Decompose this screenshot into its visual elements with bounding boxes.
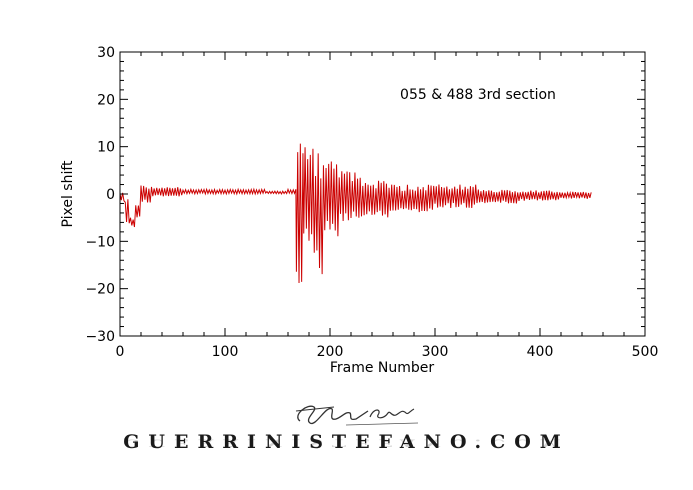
x-tick-label: 400	[527, 344, 554, 360]
signature-logo	[295, 405, 419, 426]
y-tick-label: 0	[106, 187, 115, 203]
plot-frame	[119, 51, 646, 337]
x-axis-title: Frame Number	[330, 360, 435, 376]
website-name-reflection: GUERRINISTEFANO.COM	[123, 436, 570, 449]
x-tick-label: 100	[212, 344, 239, 360]
y-tick-label: −20	[85, 282, 115, 298]
x-tick-label: 0	[116, 344, 125, 360]
y-tick-label: 30	[97, 45, 115, 61]
y-tick-label: 10	[97, 140, 115, 156]
tick-labels: 0 100 200 300 400 500 −30 −20 −10 0 10 20 30	[85, 45, 658, 360]
chart-annotation: 055 & 488 3rd section	[400, 87, 556, 103]
footer: GUERRINISTEFANO.COM GUERRINISTEFANO.COM	[0, 395, 693, 490]
y-tick-label: 20	[97, 92, 115, 108]
x-tick-label: 300	[422, 344, 449, 360]
ticks-layer	[119, 51, 646, 337]
y-axis-title: Pixel shift	[60, 160, 76, 228]
series-line	[120, 143, 592, 283]
y-tick-label: −30	[85, 329, 115, 345]
y-tick-label: −10	[85, 234, 115, 250]
x-tick-label: 500	[632, 344, 659, 360]
x-tick-label: 200	[317, 344, 344, 360]
series-layer	[120, 143, 592, 283]
website-name: GUERRINISTEFANO.COM	[123, 431, 570, 453]
